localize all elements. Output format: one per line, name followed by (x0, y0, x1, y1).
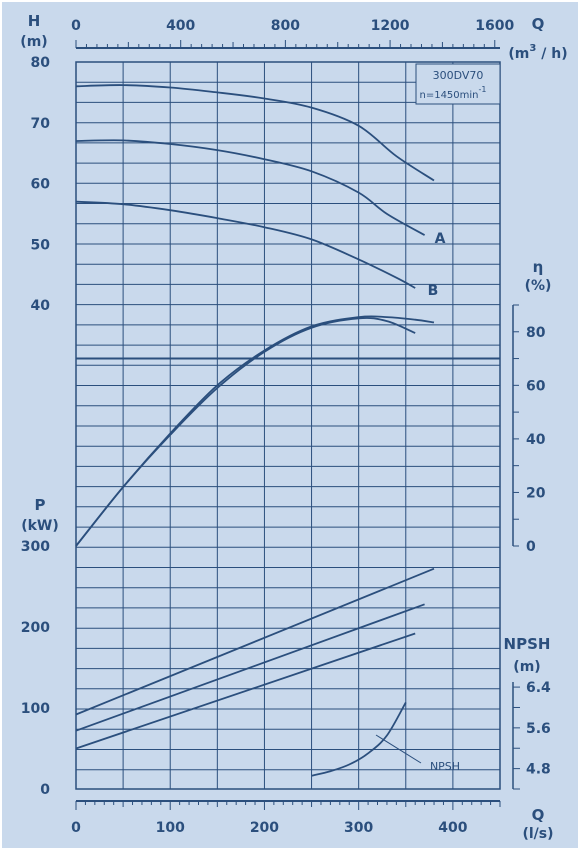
npsh-curve (311, 701, 407, 777)
top-q-unit: (m3 / h) (508, 43, 567, 62)
bottom-q-unit: (l/s) (522, 826, 553, 842)
speed-label: n=1450min-1 (419, 85, 486, 101)
power-axis-tick-label: 100 (21, 701, 50, 717)
grid (75, 61, 501, 789)
top-axis-tick-label: 0 (71, 18, 81, 34)
plot-frame (75, 61, 501, 790)
npsh-pointer-line (375, 734, 422, 764)
curve-label-a: A (435, 231, 446, 247)
bottom-axis-tick-label: 0 (71, 820, 81, 836)
head-axis-unit: (m) (20, 34, 47, 50)
head-curve-2 (75, 139, 426, 236)
power-curve-2 (75, 603, 425, 732)
power-axis-tick-label: 0 (40, 782, 50, 798)
curve-label-b: B (428, 283, 439, 299)
top-axis-tick-label: 1200 (371, 18, 410, 34)
top-axis-tick-label: 400 (166, 18, 195, 34)
power-axis-label: P (35, 496, 46, 514)
speed-exponent: -1 (479, 85, 487, 94)
npsh-axis-unit: (m) (513, 659, 540, 675)
efficiency-curve-1 (75, 315, 435, 547)
eff-axis-tick-label: 0 (526, 539, 536, 555)
eff-axis-tick-label: 40 (526, 432, 546, 448)
top-q-unit-a: (m (508, 46, 529, 62)
efficiency-curve-2 (75, 317, 416, 547)
head-axis-tick-label: 80 (31, 55, 51, 71)
head-axis-tick-label: 40 (31, 298, 51, 314)
curves (75, 84, 435, 777)
eff-axis-tick-label: 60 (526, 378, 546, 394)
power-axis-unit: (kW) (21, 518, 59, 534)
head-axis-tick-label: 50 (31, 237, 51, 253)
top-q-label: Q (532, 15, 545, 33)
model-label: 300DV70 (433, 69, 484, 82)
bottom-axis-tick-label: 400 (438, 820, 467, 836)
npsh-axis-tick-label: 5.6 (526, 721, 551, 737)
model-legend-box (415, 63, 501, 105)
top-axis-tick-label: 800 (271, 18, 300, 34)
npsh-axis-tick-label: 4.8 (526, 762, 551, 778)
npsh-axis-label: NPSH (504, 635, 551, 653)
bottom-axis-tick-label: 100 (156, 820, 185, 836)
eff-axis-unit: (%) (525, 278, 552, 294)
bottom-q-label: Q (532, 806, 545, 824)
power-curve-1 (75, 567, 435, 716)
axes (75, 40, 520, 810)
npsh-curve-label: NPSH (430, 760, 460, 773)
speed-value: n=1450min (419, 90, 478, 101)
power-axis-tick-label: 300 (21, 539, 50, 555)
top-q-unit-sup: 3 (529, 43, 536, 54)
head-axis-tick-label: 70 (31, 116, 51, 132)
eff-axis-tick-label: 20 (526, 485, 546, 501)
head-curve-1 (75, 84, 435, 182)
head-axis-label: H (28, 12, 41, 30)
top-q-unit-b: / h) (536, 46, 567, 62)
power-axis-tick-label: 200 (21, 620, 50, 636)
head-curve-3 (75, 200, 416, 289)
eff-axis-label: η (533, 258, 544, 276)
top-axis-tick-label: 1600 (475, 18, 514, 34)
power-curve-3 (75, 632, 416, 750)
bottom-axis-tick-label: 300 (344, 820, 373, 836)
bottom-axis-tick-label: 200 (250, 820, 279, 836)
eff-axis-tick-label: 80 (526, 325, 546, 341)
head-axis-tick-label: 60 (31, 177, 51, 193)
npsh-axis-tick-label: 6.4 (526, 680, 551, 696)
